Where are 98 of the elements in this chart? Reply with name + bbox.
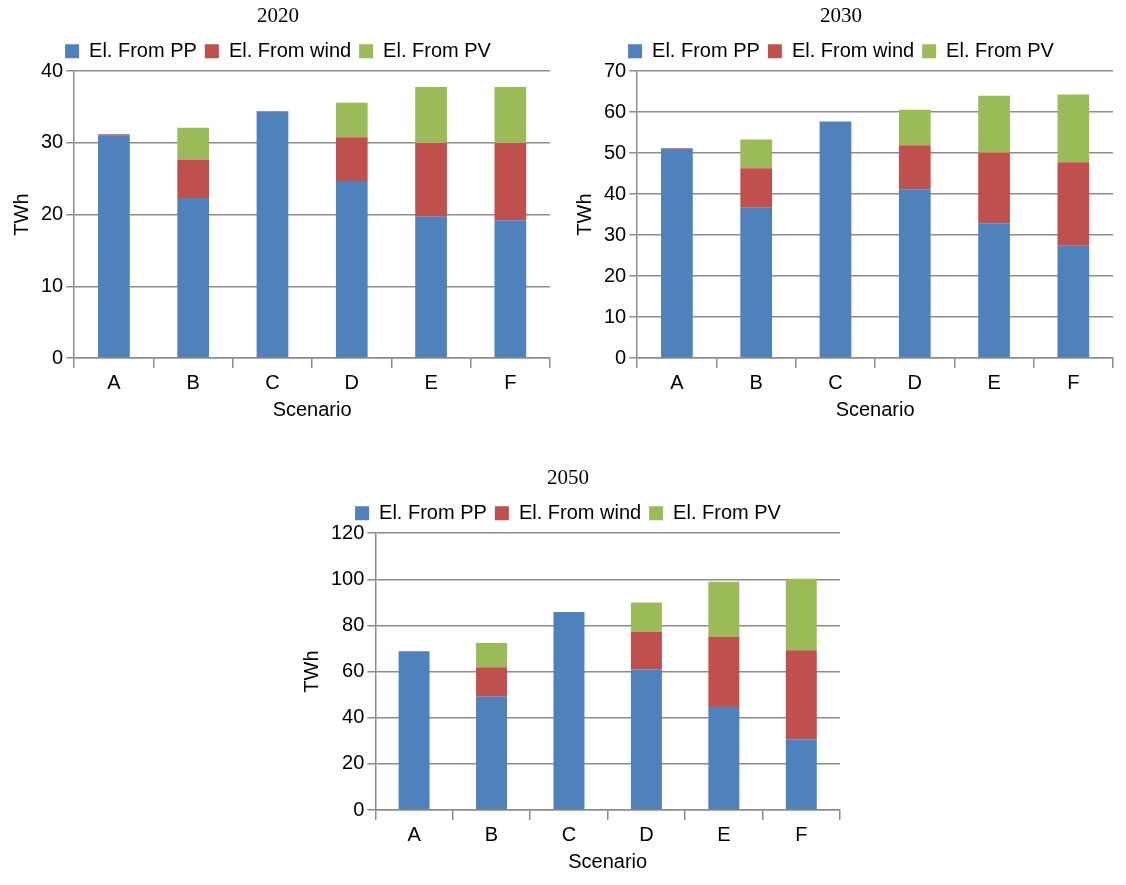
- bar: [740, 139, 773, 169]
- bar: [494, 220, 527, 358]
- bar: [494, 142, 527, 221]
- x-tick-label: C: [265, 370, 280, 393]
- y-axis-title: TWh: [299, 650, 322, 693]
- chart-title: 2030: [820, 3, 862, 28]
- x-tick-label: D: [907, 370, 922, 393]
- y-tick-label: 20: [604, 263, 627, 286]
- bar: [476, 643, 508, 668]
- bar: [553, 612, 585, 810]
- legend-label: El. From wind: [518, 500, 642, 523]
- bar: [630, 631, 662, 670]
- bar: [1057, 162, 1090, 246]
- x-tick-label: F: [795, 822, 808, 845]
- x-tick-label: C: [561, 822, 577, 845]
- x-tick-label: B: [484, 822, 499, 845]
- bar: [740, 207, 773, 358]
- y-tick-label: 0: [52, 345, 64, 368]
- x-tick-label: F: [504, 370, 517, 393]
- y-axis-title: TWh: [9, 193, 32, 236]
- legend-label: El. From PV: [673, 500, 782, 523]
- bar: [785, 650, 817, 740]
- bar: [335, 102, 368, 138]
- x-axis-title: Scenario: [835, 397, 915, 420]
- x-axis-title: Scenario: [568, 849, 648, 872]
- x-tick-label: B: [186, 370, 200, 393]
- bar: [415, 142, 447, 217]
- y-tick-label: 60: [604, 99, 627, 122]
- x-tick-label: A: [670, 370, 685, 393]
- y-tick-label: 10: [604, 304, 627, 327]
- y-tick-label: 0: [353, 797, 365, 820]
- bar: [476, 667, 508, 697]
- bar: [177, 159, 210, 199]
- bar: [819, 121, 852, 358]
- bar: [978, 152, 1010, 224]
- bar: [415, 216, 447, 358]
- x-tick-label: B: [749, 370, 763, 393]
- bar: [494, 86, 527, 143]
- y-tick-label: 20: [41, 202, 64, 225]
- chart-title: 2020: [257, 3, 299, 28]
- legend-label: El. From wind: [228, 38, 352, 61]
- x-tick-label: E: [987, 370, 1001, 393]
- chart-title: 2050: [547, 465, 589, 490]
- x-tick-label: A: [107, 370, 122, 393]
- bar: [708, 581, 740, 637]
- legend-label: El. From PP: [89, 38, 197, 61]
- bar: [177, 198, 210, 358]
- legend-label: El. From PV: [946, 38, 1055, 61]
- y-axis-title: TWh: [572, 193, 595, 236]
- bar: [177, 127, 210, 160]
- y-tick-label: 100: [330, 566, 365, 589]
- legend-label: El. From PP: [379, 500, 487, 523]
- y-tick-label: 40: [342, 705, 365, 728]
- x-tick-label: D: [639, 822, 654, 845]
- y-tick-label: 80: [342, 612, 365, 635]
- bar: [256, 112, 289, 358]
- y-tick-label: 30: [604, 222, 627, 245]
- x-tick-label: D: [344, 370, 359, 393]
- y-tick-label: 40: [604, 181, 627, 204]
- bar: [335, 137, 368, 181]
- y-tick-label: 20: [342, 751, 365, 774]
- bar: [978, 223, 1010, 358]
- legend-label: El. From PV: [383, 38, 492, 61]
- bar: [740, 168, 773, 208]
- y-tick-label: 40: [41, 58, 64, 81]
- bar: [898, 145, 931, 190]
- x-tick-label: F: [1067, 370, 1080, 393]
- y-tick-label: 60: [342, 659, 365, 682]
- y-tick-label: 50: [604, 140, 627, 163]
- bar: [1057, 94, 1090, 163]
- bar: [785, 578, 817, 651]
- y-tick-label: 0: [615, 345, 627, 368]
- bar: [978, 95, 1010, 153]
- bar: [1057, 245, 1090, 358]
- bar: [630, 669, 662, 810]
- legend-label: El. From wind: [791, 38, 915, 61]
- bar: [708, 707, 740, 810]
- x-tick-label: C: [828, 370, 843, 393]
- y-tick-label: 10: [41, 273, 64, 296]
- x-axis-title: Scenario: [272, 397, 352, 420]
- y-tick-label: 120: [330, 520, 365, 543]
- bar: [661, 149, 693, 358]
- bar: [898, 189, 931, 358]
- bar: [398, 651, 430, 810]
- bar: [98, 135, 130, 358]
- bar: [708, 637, 740, 708]
- bar: [785, 739, 817, 810]
- bar: [476, 696, 508, 810]
- x-tick-label: E: [717, 822, 731, 845]
- legend-label: El. From PP: [652, 38, 760, 61]
- bar: [630, 602, 662, 632]
- bar: [415, 86, 447, 143]
- x-tick-label: E: [424, 370, 438, 393]
- x-tick-label: A: [407, 822, 422, 845]
- bar: [898, 109, 931, 146]
- y-tick-label: 70: [604, 58, 627, 81]
- bar: [335, 180, 368, 358]
- y-tick-label: 30: [41, 130, 64, 153]
